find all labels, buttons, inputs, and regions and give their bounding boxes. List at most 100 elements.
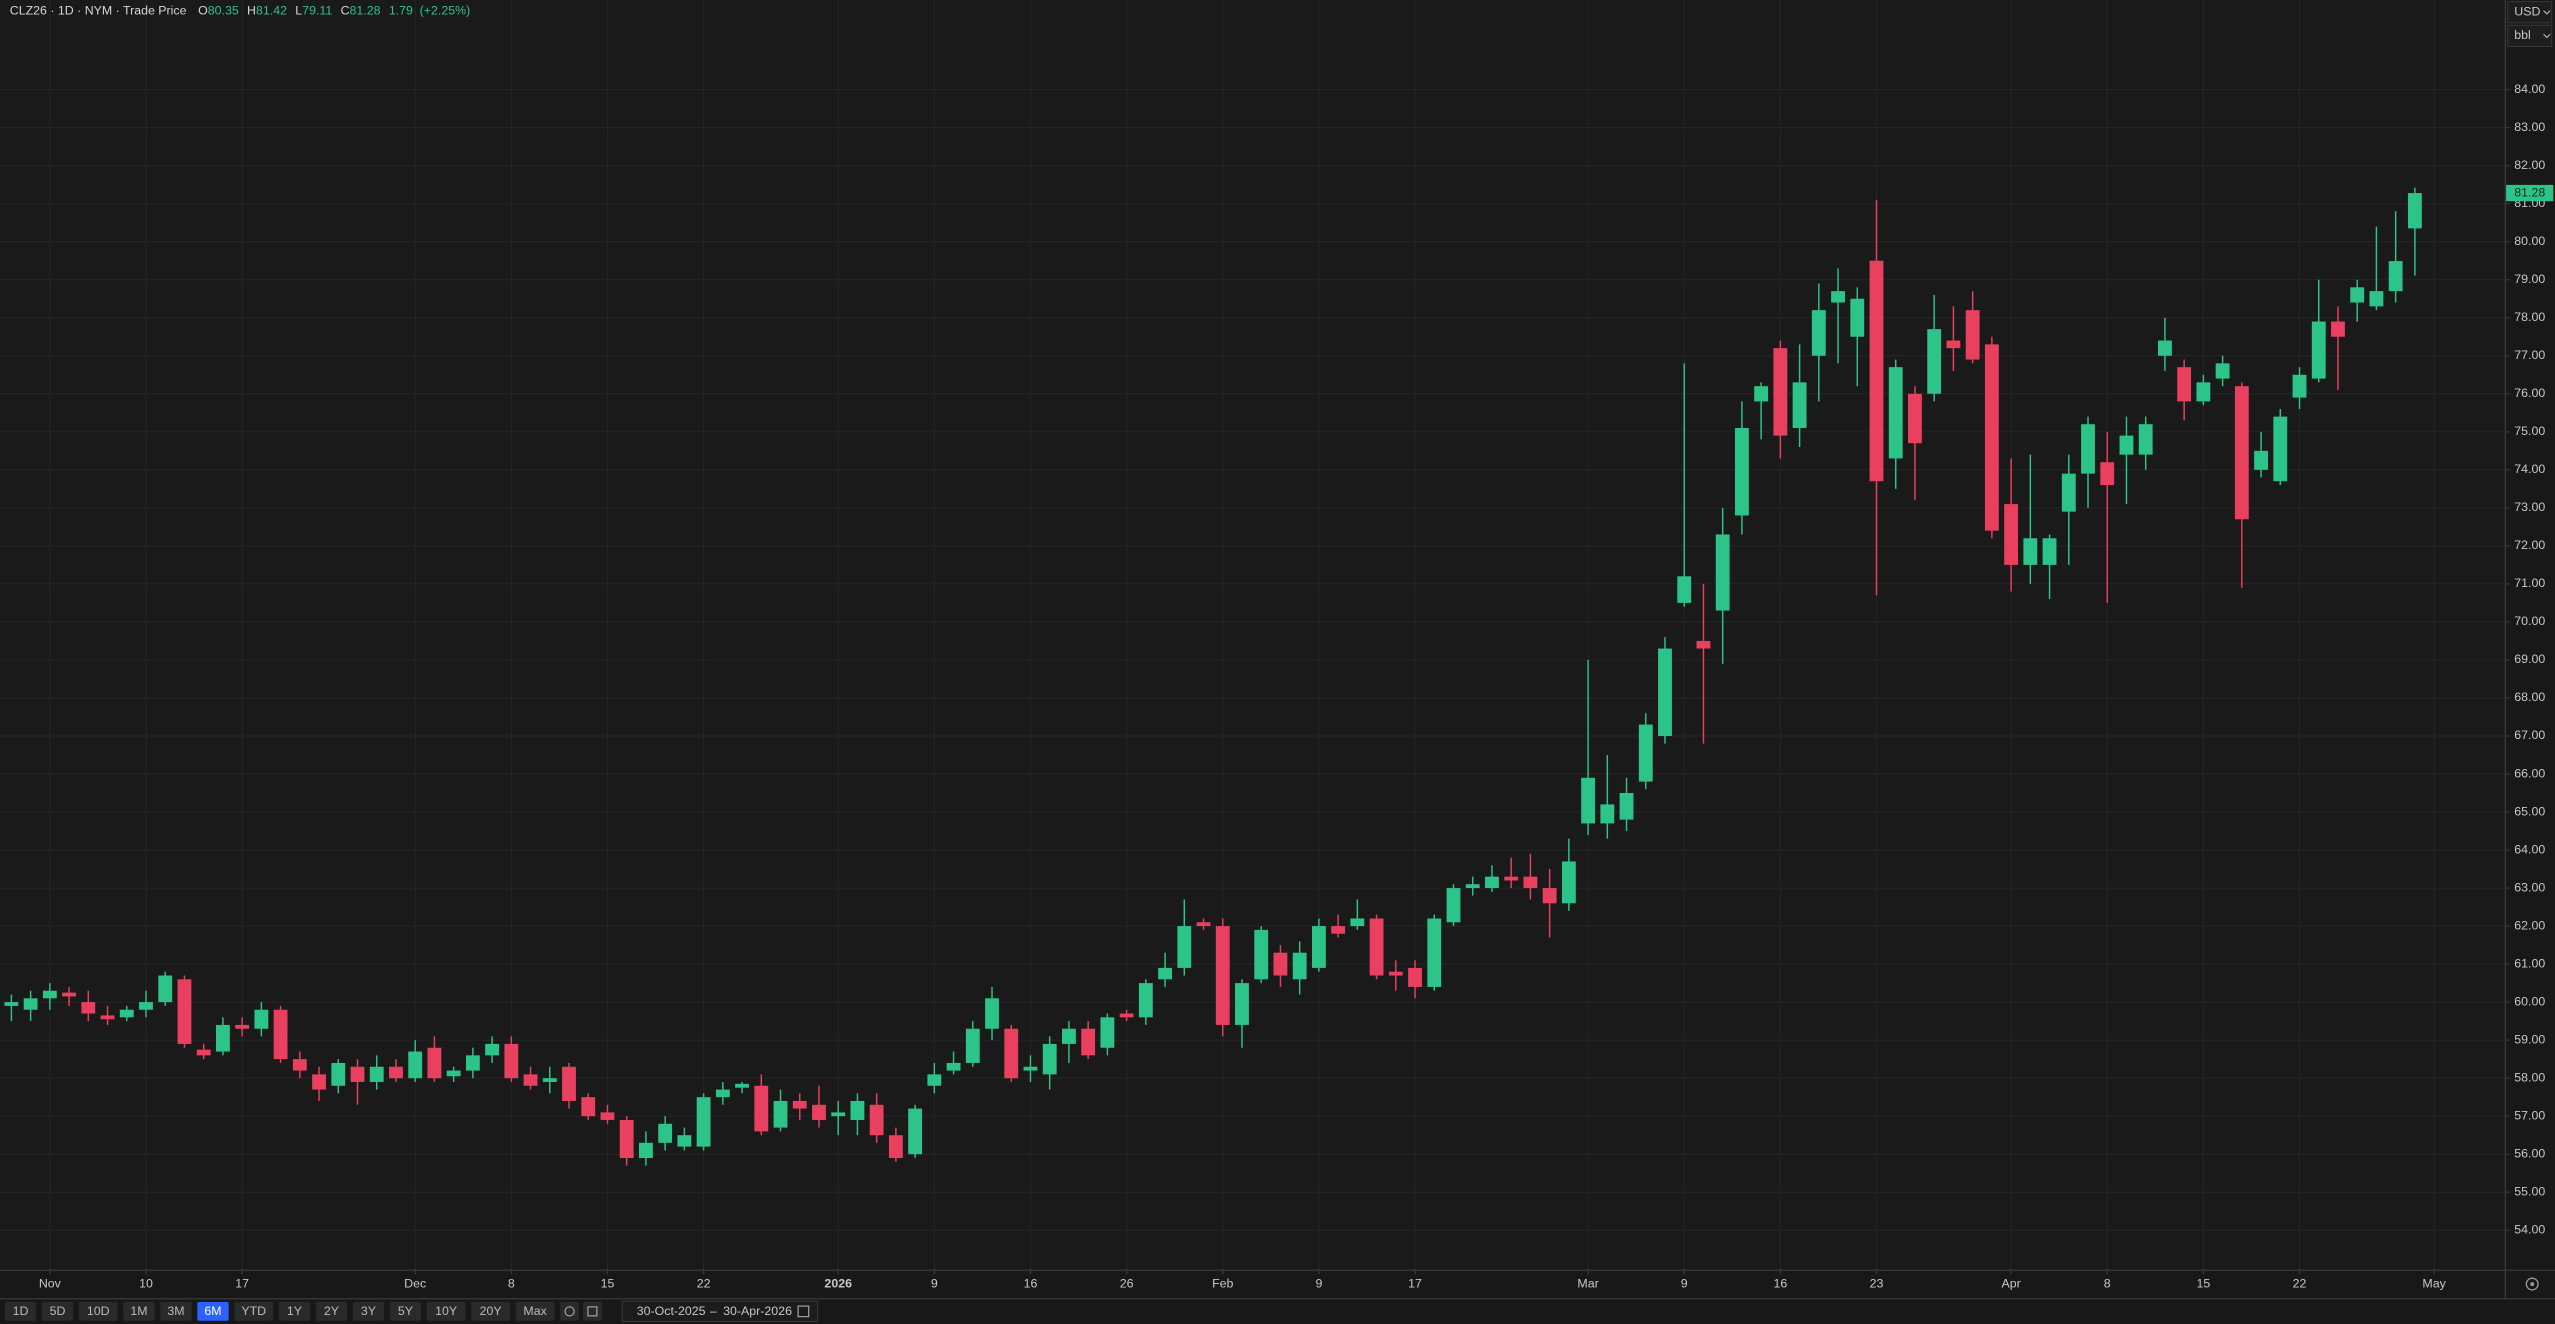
range-button-bg[interactable] — [160, 1302, 192, 1321]
range-button[interactable]: 1M — [123, 1302, 155, 1321]
candle-body — [1658, 648, 1672, 736]
x-tick-label: 17 — [1408, 1276, 1422, 1290]
range-button-label[interactable]: 5Y — [398, 1304, 413, 1318]
y-tick-label: 61.00 — [2514, 956, 2545, 970]
candle-body — [4, 1002, 19, 1006]
range-button-bg[interactable] — [426, 1302, 466, 1321]
calendar-icon[interactable] — [797, 1305, 810, 1318]
range-button[interactable]: 5Y — [389, 1302, 422, 1321]
range-button[interactable]: YTD — [234, 1302, 274, 1321]
candle-body — [1100, 1017, 1115, 1048]
candle-body — [2254, 450, 2268, 470]
x-tick-label: Feb — [1212, 1276, 1233, 1290]
currency-box-bg[interactable] — [2507, 1, 2553, 24]
range-button[interactable]: Max — [515, 1302, 555, 1321]
candle-body — [715, 1089, 730, 1098]
x-tick-label: Mar — [1577, 1276, 1598, 1290]
settings-button[interactable] — [2525, 1277, 2539, 1291]
y-tick-label: 63.00 — [2514, 880, 2545, 894]
candle-body — [312, 1074, 326, 1090]
range-button-label[interactable]: 5D — [50, 1304, 66, 1318]
range-button-bg[interactable] — [4, 1302, 37, 1321]
range-button-bg[interactable] — [197, 1302, 229, 1321]
candle-body — [2158, 340, 2172, 356]
candle-body — [1619, 793, 1634, 820]
range-button[interactable]: 3Y — [352, 1302, 385, 1321]
range-button-bg[interactable] — [389, 1302, 422, 1321]
x-tick-label: 8 — [2104, 1276, 2111, 1290]
currency-label[interactable]: USD — [2514, 4, 2540, 18]
range-button[interactable]: 10Y — [426, 1302, 466, 1321]
range-button[interactable]: 6M — [197, 1302, 229, 1321]
y-tick-label: 72.00 — [2514, 538, 2545, 552]
candle-body — [196, 1049, 211, 1056]
range-button-bg[interactable] — [515, 1302, 555, 1321]
range-button-bg[interactable] — [352, 1302, 385, 1321]
range-button-bg[interactable] — [123, 1302, 155, 1321]
range-button[interactable]: 1Y — [278, 1302, 311, 1321]
range-button-label[interactable]: 20Y — [480, 1304, 502, 1318]
x-tick-label: 23 — [1870, 1276, 1884, 1290]
range-button[interactable]: 10D — [78, 1302, 118, 1321]
settings-icon[interactable] — [2525, 1277, 2539, 1291]
candle-body — [1888, 367, 1903, 459]
range-button-bg[interactable] — [471, 1302, 511, 1321]
candle-body — [139, 1002, 153, 1010]
range-button[interactable]: 3M — [160, 1302, 192, 1321]
candle-body — [1600, 804, 1615, 824]
range-button-bg[interactable] — [315, 1302, 348, 1321]
range-button-label[interactable]: 10Y — [435, 1304, 457, 1318]
last-price-label: 81.28 — [2514, 185, 2545, 199]
range-button[interactable]: 20Y — [471, 1302, 511, 1321]
range-button-label[interactable]: YTD — [241, 1304, 266, 1318]
candle-body — [1311, 926, 1326, 968]
range-button[interactable]: 5D — [41, 1302, 74, 1321]
currency-box[interactable]: USD — [2507, 1, 2553, 24]
y-tick-label: 83.00 — [2514, 120, 2545, 134]
icon-button-bg[interactable] — [560, 1302, 579, 1321]
range-button-label[interactable]: 1M — [130, 1304, 147, 1318]
candle-body — [62, 992, 77, 997]
range-button-bg[interactable] — [41, 1302, 74, 1321]
range-button-label[interactable]: 2Y — [324, 1304, 339, 1318]
layout-button[interactable] — [583, 1302, 602, 1321]
candle-body — [1965, 310, 1980, 360]
candle-body — [1811, 310, 1826, 356]
candle-body — [754, 1085, 769, 1132]
range-button-label[interactable]: Max — [523, 1304, 547, 1318]
range-button[interactable]: 2Y — [315, 1302, 348, 1321]
last-price-badge — [2506, 184, 2554, 202]
range-button-label[interactable]: 3Y — [361, 1304, 376, 1318]
range-button-label[interactable]: 1D — [13, 1304, 29, 1318]
range-button-label[interactable]: 3M — [167, 1304, 184, 1318]
unit-box-bg[interactable] — [2507, 24, 2553, 47]
range-button-label[interactable]: 10D — [87, 1304, 110, 1318]
compare-button[interactable] — [560, 1302, 579, 1321]
range-button-label[interactable]: 1Y — [287, 1304, 302, 1318]
candle-body — [2004, 504, 2019, 565]
candle-body — [369, 1066, 384, 1082]
candle-body — [1927, 329, 1942, 394]
y-tick-label: 56.00 — [2514, 1146, 2545, 1160]
candle-body — [1831, 291, 1845, 303]
range-button[interactable]: 1D — [4, 1302, 37, 1321]
unit-label[interactable]: bbl — [2514, 28, 2531, 42]
unit-box[interactable]: bbl — [2507, 24, 2553, 47]
candle-body — [2177, 367, 2192, 402]
candle-body — [1638, 724, 1653, 782]
candle-body — [1792, 382, 1807, 429]
candle-body — [1408, 967, 1422, 987]
candle-body — [1350, 918, 1365, 927]
range-button-label[interactable]: 6M — [204, 1304, 221, 1318]
icon-button-bg[interactable] — [583, 1302, 602, 1321]
date-range-bg[interactable] — [621, 1300, 819, 1323]
date-range[interactable]: 30-Oct-2025–30-Apr-2026 — [621, 1300, 819, 1323]
candle-body — [1946, 340, 1961, 349]
y-tick-label: 76.00 — [2514, 386, 2545, 400]
x-tick-label: 26 — [1120, 1276, 1134, 1290]
range-button-bg[interactable] — [278, 1302, 311, 1321]
y-tick-label: 64.00 — [2514, 842, 2545, 856]
range-button-bg[interactable] — [234, 1302, 274, 1321]
candle-body — [119, 1009, 134, 1018]
range-button-bg[interactable] — [78, 1302, 118, 1321]
